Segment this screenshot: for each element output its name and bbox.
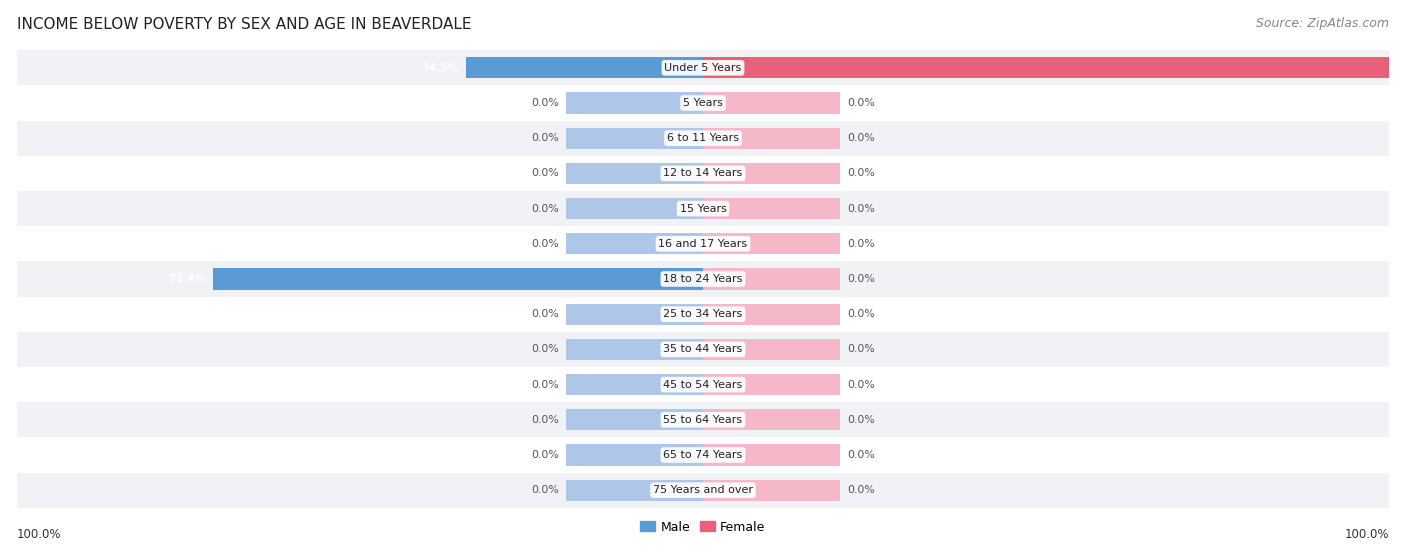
- Text: 0.0%: 0.0%: [846, 133, 875, 143]
- Bar: [703, 198, 841, 219]
- Text: 0.0%: 0.0%: [531, 98, 560, 108]
- Bar: [703, 409, 841, 430]
- Bar: [565, 93, 703, 114]
- Text: 45 to 54 Years: 45 to 54 Years: [664, 379, 742, 389]
- Bar: [703, 93, 841, 114]
- Bar: [703, 57, 841, 78]
- Text: 0.0%: 0.0%: [531, 133, 560, 143]
- Text: 0.0%: 0.0%: [846, 344, 875, 354]
- Text: 0.0%: 0.0%: [846, 415, 875, 425]
- Text: 0.0%: 0.0%: [846, 485, 875, 495]
- Text: 0.0%: 0.0%: [846, 169, 875, 179]
- Text: 0.0%: 0.0%: [846, 450, 875, 460]
- Bar: [17, 226, 1389, 261]
- Bar: [17, 473, 1389, 508]
- Text: 0.0%: 0.0%: [531, 239, 560, 249]
- Bar: [467, 57, 703, 78]
- Text: 12 to 14 Years: 12 to 14 Years: [664, 169, 742, 179]
- Bar: [565, 57, 703, 78]
- Text: 55 to 64 Years: 55 to 64 Years: [664, 415, 742, 425]
- Bar: [703, 233, 841, 254]
- Text: 6 to 11 Years: 6 to 11 Years: [666, 133, 740, 143]
- Text: 35 to 44 Years: 35 to 44 Years: [664, 344, 742, 354]
- Text: 0.0%: 0.0%: [531, 485, 560, 495]
- Text: 34.5%: 34.5%: [422, 63, 460, 73]
- Bar: [565, 233, 703, 254]
- Text: 18 to 24 Years: 18 to 24 Years: [664, 274, 742, 284]
- Bar: [565, 480, 703, 501]
- Bar: [17, 191, 1389, 226]
- Bar: [703, 339, 841, 360]
- Bar: [565, 304, 703, 325]
- Legend: Male, Female: Male, Female: [641, 521, 765, 533]
- Bar: [565, 339, 703, 360]
- Text: 25 to 34 Years: 25 to 34 Years: [664, 309, 742, 319]
- Bar: [17, 367, 1389, 402]
- Bar: [703, 128, 841, 149]
- Text: 0.0%: 0.0%: [846, 98, 875, 108]
- Bar: [703, 268, 841, 290]
- Bar: [17, 121, 1389, 156]
- Text: 100.0%: 100.0%: [17, 528, 62, 541]
- Bar: [703, 163, 841, 184]
- Text: 0.0%: 0.0%: [531, 204, 560, 214]
- Text: 0.0%: 0.0%: [531, 450, 560, 460]
- Bar: [565, 409, 703, 430]
- Bar: [17, 437, 1389, 473]
- Bar: [565, 198, 703, 219]
- Text: 100.0%: 100.0%: [1396, 63, 1406, 73]
- Text: 0.0%: 0.0%: [531, 344, 560, 354]
- Text: 5 Years: 5 Years: [683, 98, 723, 108]
- Text: Under 5 Years: Under 5 Years: [665, 63, 741, 73]
- Bar: [17, 297, 1389, 332]
- Text: 16 and 17 Years: 16 and 17 Years: [658, 239, 748, 249]
- Bar: [565, 374, 703, 395]
- Bar: [703, 57, 1389, 78]
- Text: 0.0%: 0.0%: [531, 309, 560, 319]
- Text: 0.0%: 0.0%: [846, 309, 875, 319]
- Bar: [17, 85, 1389, 121]
- Text: 100.0%: 100.0%: [1344, 528, 1389, 541]
- Text: 71.4%: 71.4%: [169, 274, 207, 284]
- Text: INCOME BELOW POVERTY BY SEX AND AGE IN BEAVERDALE: INCOME BELOW POVERTY BY SEX AND AGE IN B…: [17, 17, 471, 32]
- Text: 0.0%: 0.0%: [531, 379, 560, 389]
- Text: 0.0%: 0.0%: [531, 169, 560, 179]
- Bar: [703, 304, 841, 325]
- Bar: [565, 444, 703, 465]
- Text: 0.0%: 0.0%: [846, 379, 875, 389]
- Bar: [565, 163, 703, 184]
- Bar: [17, 156, 1389, 191]
- Text: Source: ZipAtlas.com: Source: ZipAtlas.com: [1256, 17, 1389, 30]
- Text: 0.0%: 0.0%: [531, 415, 560, 425]
- Bar: [214, 268, 703, 290]
- Bar: [703, 444, 841, 465]
- Bar: [565, 268, 703, 290]
- Text: 75 Years and over: 75 Years and over: [652, 485, 754, 495]
- Bar: [17, 332, 1389, 367]
- Bar: [703, 374, 841, 395]
- Bar: [17, 261, 1389, 297]
- Bar: [17, 402, 1389, 437]
- Bar: [703, 480, 841, 501]
- Text: 0.0%: 0.0%: [846, 204, 875, 214]
- Bar: [565, 128, 703, 149]
- Bar: [17, 50, 1389, 85]
- Text: 15 Years: 15 Years: [679, 204, 727, 214]
- Text: 0.0%: 0.0%: [846, 274, 875, 284]
- Text: 65 to 74 Years: 65 to 74 Years: [664, 450, 742, 460]
- Text: 0.0%: 0.0%: [846, 239, 875, 249]
